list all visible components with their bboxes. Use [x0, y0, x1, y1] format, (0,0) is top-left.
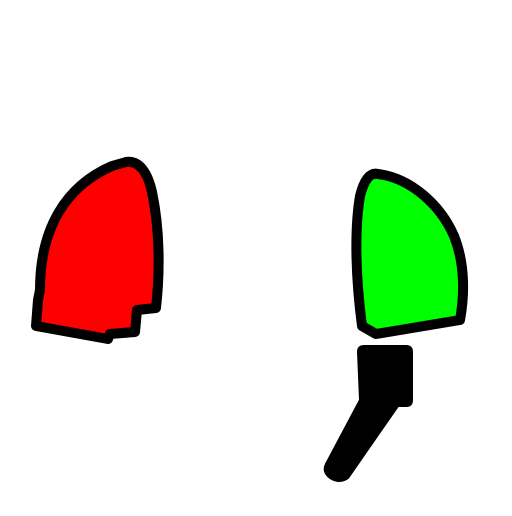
red-blob-shape [31, 156, 164, 344]
green-blob-shape [351, 168, 469, 339]
black-stand-shape [323, 345, 413, 482]
